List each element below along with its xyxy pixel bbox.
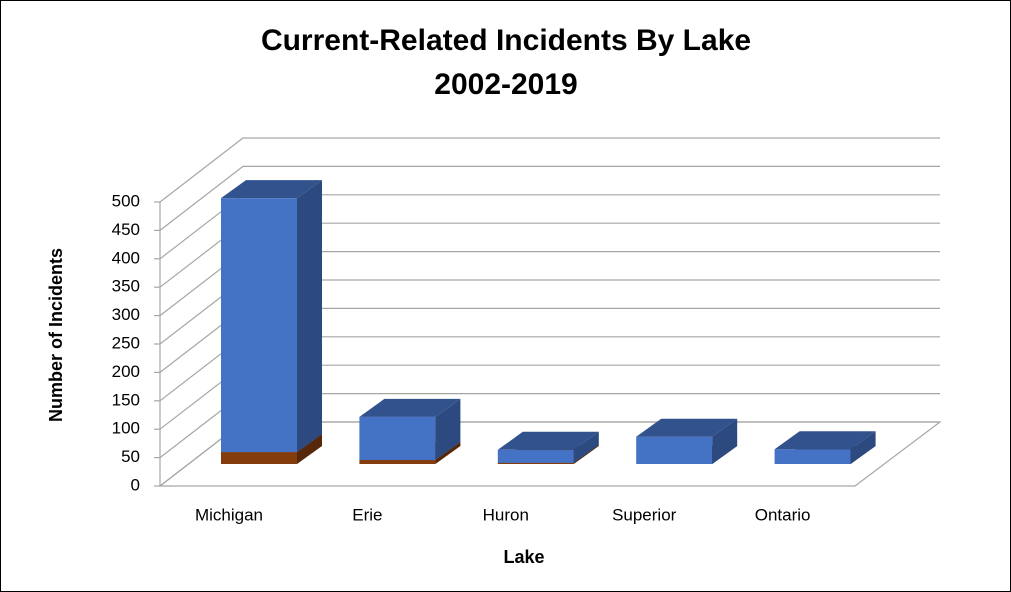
bar-side [435,442,461,464]
bar-side [573,431,599,463]
grid-line [159,165,940,231]
bar-front [497,449,574,463]
y-tick-label: 250 [112,333,140,352]
bar [359,398,461,461]
x-tick-label: Erie [352,505,382,524]
y-tick-label: 0 [131,475,140,494]
bar-top [221,180,322,199]
bar-front [497,462,574,464]
bar [774,431,876,464]
bar-front [221,198,297,453]
x-axis-title: Lake [503,547,544,567]
y-axis-title: Number of Incidents [46,248,66,422]
x-tick-label: Superior [612,505,677,524]
bar-side [297,180,322,453]
bar-side [850,431,876,464]
bar-front [636,436,713,464]
bar [497,431,599,463]
bar-front [774,449,851,464]
bar-top [359,398,461,417]
chart-title: Current-Related Incidents By Lake [261,24,751,57]
x-tick-label: Michigan [195,505,263,524]
y-tick-label: 500 [112,191,140,210]
y-tick-label: 450 [112,220,140,239]
y-tick-label: 200 [112,362,140,381]
x-tick-label: Ontario [755,505,811,524]
x-tick-label: Huron [483,505,529,524]
bar [636,418,738,464]
y-tick-label: 150 [112,390,140,409]
bar [221,180,322,453]
bar-top [774,431,876,450]
y-tick-label: 300 [112,305,140,324]
bar-front [221,452,297,464]
grid-line [159,137,940,203]
bar-side [573,444,599,464]
y-tick-label: 100 [112,419,140,438]
bar-top [497,431,599,450]
bar-side [712,418,738,464]
bar-side [435,398,461,461]
y-tick-label: 350 [112,277,140,296]
bar-front [359,416,436,461]
bar-top [636,418,738,437]
bar-front [359,460,436,464]
y-tick-label: 50 [121,447,140,466]
y-tick-label: 400 [112,248,140,267]
bar-side [297,434,322,464]
chart-subtitle: 2002-2019 [434,68,577,101]
